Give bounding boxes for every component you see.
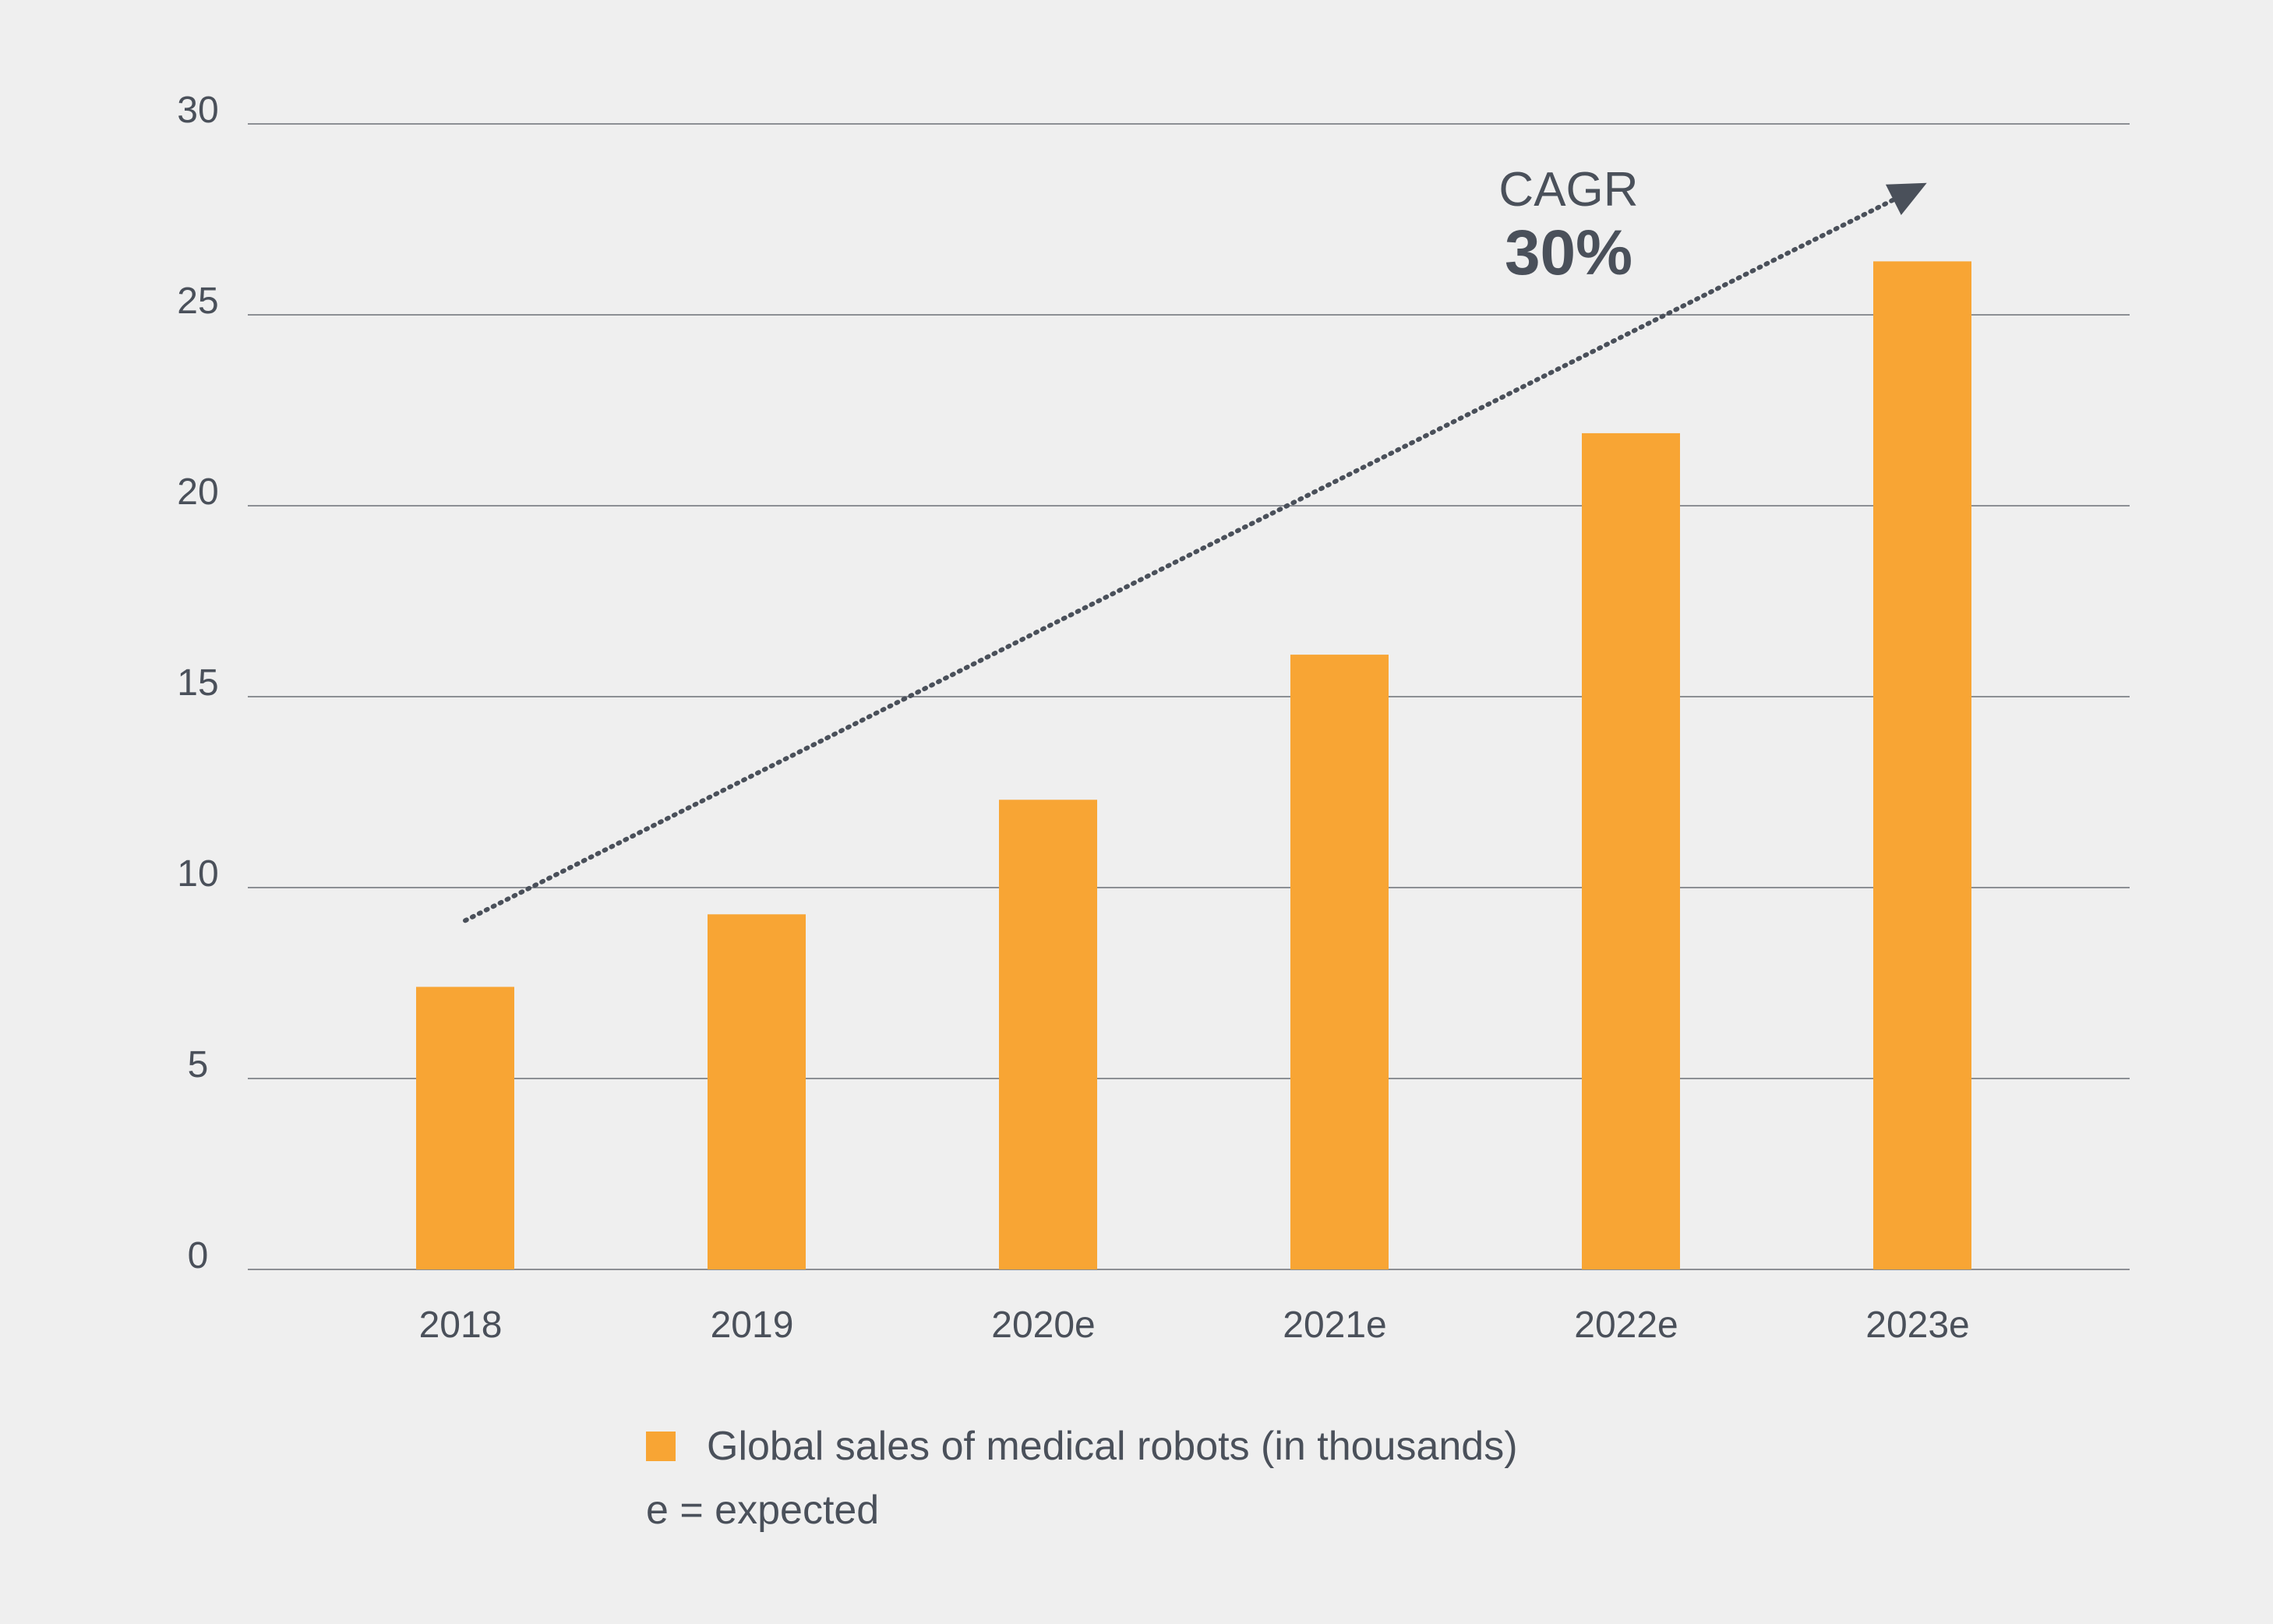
- legend-label: Global sales of medical robots (in thous…: [707, 1424, 1518, 1469]
- cagr-arrowhead: [1885, 182, 1927, 216]
- y-tick-label: 15: [177, 662, 218, 704]
- y-tick-label: 5: [188, 1044, 209, 1086]
- bar-2021e: [1290, 655, 1389, 1269]
- y-tick-label: 25: [177, 281, 218, 322]
- y-tick-label: 0: [188, 1235, 209, 1276]
- bar-2020e: [999, 800, 1097, 1269]
- bar-2022e: [1582, 432, 1680, 1269]
- legend: Global sales of medical robots (in thous…: [646, 1423, 1518, 1530]
- y-tick-label: 10: [177, 853, 218, 895]
- bar-2019: [708, 914, 806, 1269]
- cagr-arrow: [463, 182, 1927, 923]
- y-tick-label: 30: [177, 90, 218, 131]
- x-tick-label: 2019: [711, 1304, 794, 1346]
- legend-swatch: [646, 1432, 676, 1461]
- cagr-trend-line: [463, 194, 1901, 923]
- cagr-label: CAGR: [1498, 163, 1638, 217]
- legend-item: Global sales of medical robots (in thous…: [646, 1423, 1518, 1470]
- bar-2023e: [1873, 261, 1971, 1269]
- cagr-value: 30%: [1505, 217, 1632, 288]
- legend-note: e = expected: [646, 1488, 880, 1533]
- gridlines: [248, 123, 2130, 1270]
- x-tick-label: 2021e: [1283, 1304, 1386, 1346]
- y-axis-ticks: 0 5 10 15 20 25 30: [177, 90, 218, 1276]
- bar-2018: [416, 987, 514, 1269]
- x-tick-label: 2020e: [991, 1304, 1095, 1346]
- x-tick-label: 2018: [419, 1304, 503, 1346]
- x-tick-label: 2022e: [1574, 1304, 1678, 1346]
- y-tick-label: 20: [177, 471, 218, 513]
- x-tick-label: 2023e: [1865, 1304, 1969, 1346]
- x-axis-ticks: 2018 2019 2020e 2021e 2022e 2023e: [419, 1304, 1970, 1346]
- bars: [416, 261, 1971, 1269]
